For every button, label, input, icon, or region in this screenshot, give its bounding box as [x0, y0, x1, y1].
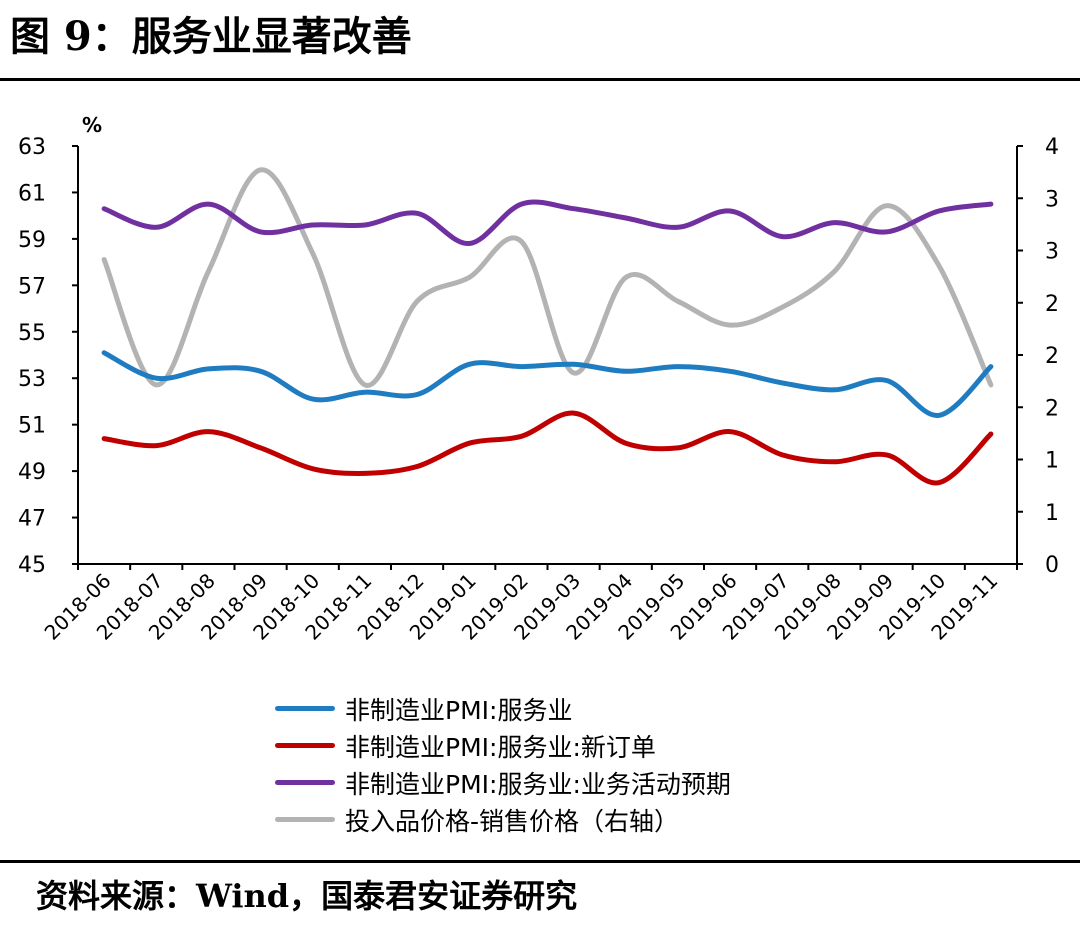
legend-item-expectations: 非制造业PMI:服务业:业务活动预期 — [275, 764, 875, 801]
right-axis-tick-label: 1 — [1045, 449, 1059, 474]
line-chart: 45474951535557596163011222334%2018-06201… — [18, 113, 1059, 645]
left-axis-tick-label: 45 — [18, 553, 46, 578]
right-axis-tick-label: 2 — [1045, 396, 1059, 421]
left-axis-tick-label: 63 — [18, 135, 46, 160]
chart-legend: 非制造业PMI:服务业 非制造业PMI:服务业:新订单 非制造业PMI:服务业:… — [275, 690, 875, 838]
legend-label-price-spread: 投入品价格-销售价格（右轴） — [345, 806, 680, 836]
series-line-1 — [101, 410, 994, 486]
right-axis-tick-label: 4 — [1045, 135, 1059, 160]
legend-label-services: 非制造业PMI:服务业 — [345, 695, 573, 725]
figure-title: 图 9：服务业显著改善 — [10, 13, 412, 60]
right-axis-tick-label: 3 — [1045, 240, 1059, 265]
y-unit-label: % — [82, 113, 102, 137]
legend-swatch-new-orders — [275, 743, 335, 748]
legend-swatch-expectations — [275, 780, 335, 785]
left-axis-tick-label: 59 — [18, 228, 46, 253]
right-axis-tick-label: 2 — [1045, 292, 1059, 317]
source-note: 资料来源：Wind，国泰君安证券研究 — [36, 877, 578, 915]
legend-item-new-orders: 非制造业PMI:服务业:新订单 — [275, 727, 875, 764]
chart-axes — [72, 145, 1023, 570]
left-axis-tick-label: 57 — [18, 274, 46, 299]
left-axis-tick-label: 53 — [18, 367, 46, 392]
series-line-3 — [101, 167, 994, 388]
left-axis-tick-label: 55 — [18, 321, 46, 346]
legend-swatch-services — [275, 706, 335, 711]
right-axis-tick-label: 1 — [1045, 501, 1059, 526]
right-axis-tick-label: 0 — [1045, 553, 1059, 578]
top-rule — [0, 78, 1080, 81]
legend-swatch-price-spread — [275, 817, 335, 822]
chart-series — [101, 167, 994, 486]
legend-label-expectations: 非制造业PMI:服务业:业务活动预期 — [345, 769, 731, 799]
legend-item-price-spread: 投入品价格-销售价格（右轴） — [275, 801, 875, 838]
legend-item-services: 非制造业PMI:服务业 — [275, 690, 875, 727]
right-axis-tick-label: 2 — [1045, 344, 1059, 369]
series-line-0 — [101, 350, 994, 418]
right-axis-tick-label: 3 — [1045, 187, 1059, 212]
left-axis-tick-label: 49 — [18, 460, 46, 485]
series-line-2 — [101, 199, 994, 246]
left-axis-tick-label: 51 — [18, 414, 46, 439]
legend-label-new-orders: 非制造业PMI:服务业:新订单 — [345, 732, 656, 762]
left-axis-tick-label: 61 — [18, 181, 46, 206]
left-axis-tick-label: 47 — [18, 507, 46, 532]
bottom-rule — [0, 860, 1080, 863]
